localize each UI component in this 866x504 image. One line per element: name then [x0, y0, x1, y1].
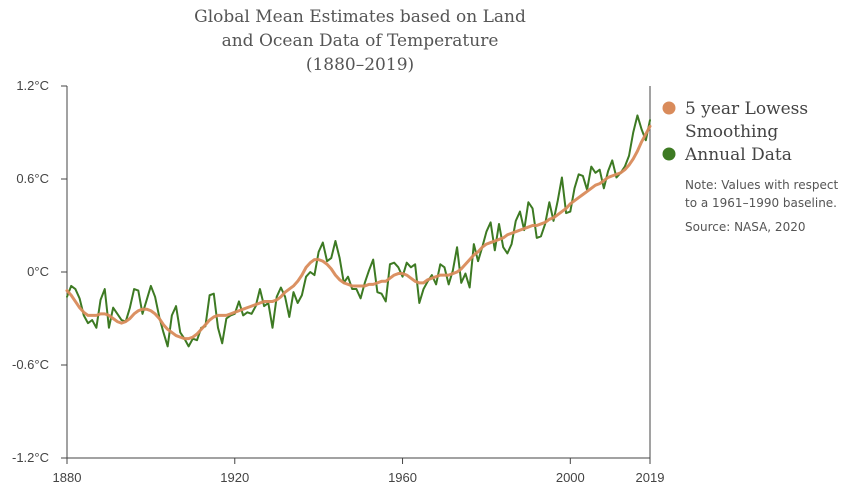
legend-annual-marker	[662, 147, 676, 161]
x-tick-label: 2019	[636, 470, 665, 485]
note-line-2: to a 1961–1990 baseline.	[685, 196, 837, 210]
legend: 5 year Lowess Smoothing Annual Data	[662, 99, 808, 165]
legend-smoothing-label-line2: Smoothing	[685, 122, 778, 142]
x-tick-label: 1880	[53, 470, 82, 485]
chart-title-line-1: Global Mean Estimates based on Land	[194, 7, 526, 27]
y-axis-ticks: 1.2°C 0.6°C 0°C -0.6°C -1.2°C	[12, 78, 67, 465]
legend-annual-label: Annual Data	[684, 145, 792, 165]
y-tick-label: 0.6°C	[16, 171, 49, 186]
x-axis-ticks: 1880 1920 1960 2000 2019	[53, 458, 665, 485]
legend-smoothing-marker	[662, 101, 676, 115]
y-tick-label: 1.2°C	[16, 78, 49, 93]
series-layer	[65, 114, 652, 348]
y-tick-label: -0.6°C	[12, 357, 49, 372]
chart-title-line-2: and Ocean Data of Temperature	[222, 31, 499, 51]
source-note: Source: NASA, 2020	[685, 220, 805, 234]
legend-smoothing-label-line1: 5 year Lowess	[685, 99, 808, 119]
note-line-1: Note: Values with respect	[685, 178, 838, 192]
series-line-smoothing	[65, 124, 652, 341]
x-tick-label: 1920	[220, 470, 249, 485]
chart-title-line-3: (1880–2019)	[306, 55, 414, 75]
y-tick-label: 0°C	[27, 264, 49, 279]
x-tick-label: 2000	[556, 470, 585, 485]
x-tick-label: 1960	[388, 470, 417, 485]
y-tick-label: -1.2°C	[12, 450, 49, 465]
